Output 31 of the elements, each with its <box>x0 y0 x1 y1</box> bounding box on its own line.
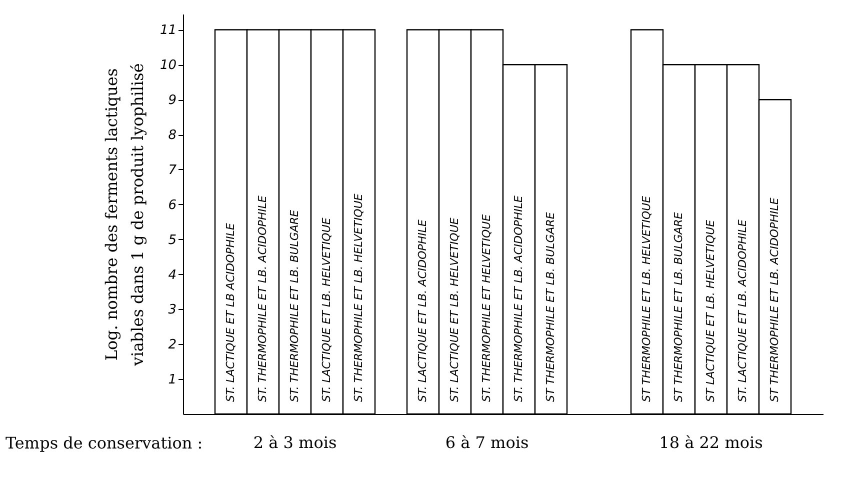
x-tick-label: ST. LACTIQUE ET LB. HELVETIQUE <box>448 218 461 402</box>
y-tick-label: 2 <box>168 338 176 353</box>
y-tick-label: 7 <box>168 162 178 178</box>
x-tick-label: ST THERMOPHILE ET LB. BULGARE <box>544 212 557 402</box>
x-tick-label: ST. LACTIQUE ET LB. ACIDOPHILE <box>416 219 429 402</box>
text: 6 à 7 mois <box>445 433 529 452</box>
text: 2 à 3 mois <box>253 433 337 452</box>
x-tick-label: ST. THERMOPHILE ET HELVETIQUE <box>480 214 493 402</box>
y-tick-label: 9 <box>168 93 176 108</box>
x-tick-label: ST THERMOPHILE ET LB. HELVETIQUE <box>640 196 653 402</box>
x-tick-label: ST. LACTIQUE ET LB. ACIDOPHILE <box>736 219 749 402</box>
text: 18 à 22 mois <box>659 433 763 452</box>
x-tick-label: ST. THERMOPHILE ET LB. BULGARE <box>288 210 301 402</box>
y-tick-label: 6 <box>168 198 176 213</box>
x-tick-label: ST. THERMOPHILE ET LB. ACIDOPHILE <box>256 195 269 402</box>
x-tick-label: ST THERMOPHILE ET LB. ACIDOPHILE <box>768 198 781 402</box>
x-tick-label: ST. THERMOPHILE ET LB. ACIDOPHILE <box>512 195 525 402</box>
x-tick-label: ST. LACTIQUE ET LB. HELVETIQUE <box>320 218 333 402</box>
y-tick-label: 1 <box>168 372 176 388</box>
y-tick-label: 4 <box>168 268 176 283</box>
y-tick-label: 3 <box>168 302 176 318</box>
x-tick-label: ST. LACTIQUE ET LB ACIDOPHILE <box>224 222 237 402</box>
x-tick-label: ST. THERMOPHILE ET LB. HELVETIQUE <box>352 194 365 402</box>
x-tick-label: ST LACTIQUE ET LB. HELVETIQUE <box>704 220 717 402</box>
y-tick-label: 10 <box>160 58 176 74</box>
x-tick-label: ST THERMOPHILE ET LB. BULGARE <box>672 212 685 402</box>
y-tick-label: 11 <box>160 23 176 38</box>
x-axis-title: Temps de conservation : <box>6 434 203 452</box>
y-tick-label: 5 <box>168 232 176 248</box>
y-tick-label: 8 <box>168 128 176 144</box>
y-axis-title: Log. nombre des ferments lactiques viables dans 1 g de produit lyophilisé <box>102 63 147 367</box>
